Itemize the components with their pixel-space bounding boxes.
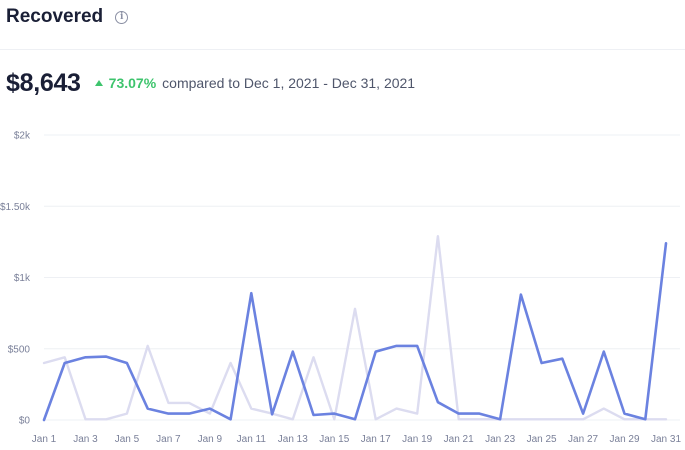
x-tick-label: Jan 23 [485,434,515,445]
x-tick-label: Jan 29 [610,434,640,445]
x-tick-label: Jan 27 [568,434,598,445]
previous-series-line [42,234,668,421]
delta-percent: 73.07% [108,75,157,91]
x-tick-label: Jan 15 [319,434,349,445]
y-tick-label: $500 [8,344,31,355]
info-icon[interactable]: i [115,10,129,24]
comparison-text: compared to Dec 1, 2021 - Dec 31, 2021 [162,75,416,91]
x-tick-label: Jan 17 [361,434,391,445]
x-tick-label: Jan 3 [73,434,98,445]
x-tick-label: Jan 19 [402,434,432,445]
x-tick-label: Jan 1 [32,434,57,445]
arrow-up-icon [94,80,103,86]
x-tick-label: Jan 7 [156,434,181,445]
x-tick-label: Jan 31 [651,434,681,445]
y-tick-label: $2k [14,131,31,142]
x-tick-label: Jan 9 [198,434,223,445]
total-value: $8,643 [6,68,81,97]
x-tick-label: Jan 25 [527,434,557,445]
delta-indicator: 73.07% compared to Dec 1, 2021 - Dec 31,… [94,75,416,91]
summary-row: $8,643 73.07% compared to Dec 1, 2021 - … [6,66,415,100]
card-header: Recovered i [6,4,129,30]
recovered-line-chart: $0 $500 $1k $1.50k $2k Jan 1 Jan 3 Jan 5 Jan 7 Ja… [0,131,681,446]
x-tick-label: Jan 5 [115,434,140,445]
header-divider [0,49,685,50]
card-title: Recovered [6,6,104,27]
x-tick-label: Jan 21 [444,434,474,445]
y-tick-label: $0 [19,416,31,427]
x-tick-label: Jan 11 [237,434,267,445]
current-series-line [42,242,668,422]
y-tick-label: $1.50k [0,202,31,213]
y-tick-label: $1k [14,273,31,284]
x-tick-label: Jan 13 [278,434,308,445]
